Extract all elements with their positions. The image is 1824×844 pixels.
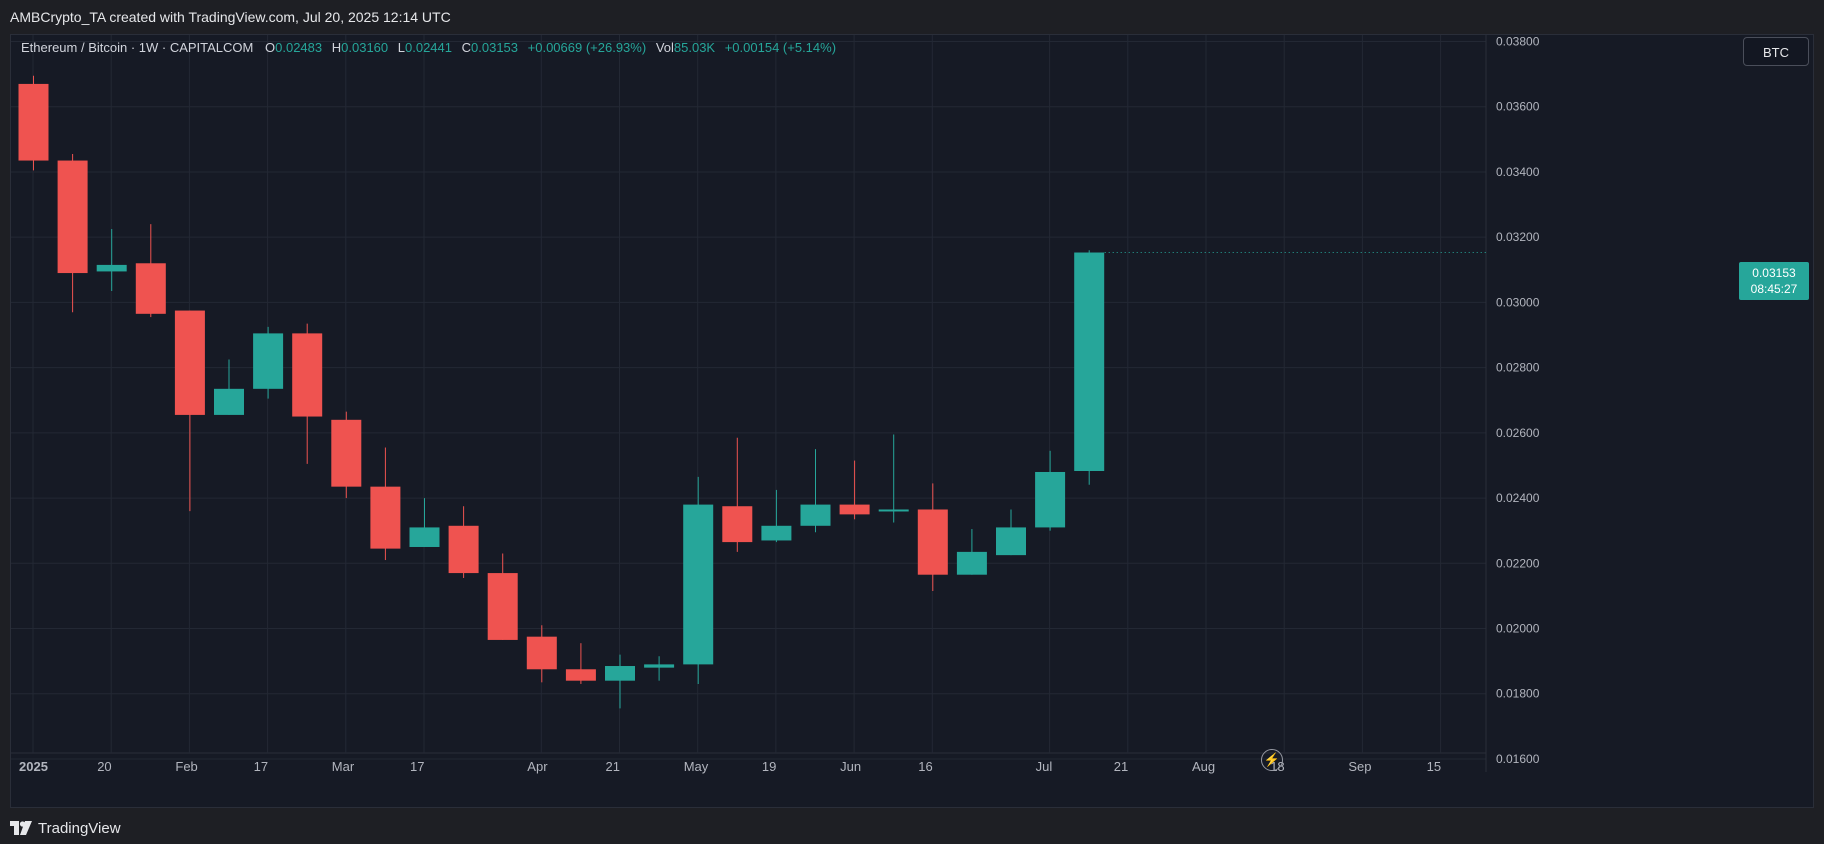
- volume-change-value: +0.00154 (+5.14%): [724, 40, 837, 55]
- brand-name: TradingView: [38, 819, 121, 837]
- candle-up: [1074, 252, 1105, 472]
- lightning-icon[interactable]: ⚡: [1261, 749, 1283, 771]
- candle-up: [800, 504, 831, 526]
- close-value: 0.03153: [471, 40, 519, 55]
- low-value: 0.02441: [405, 40, 452, 55]
- candle-down: [722, 506, 753, 543]
- candle-up: [409, 527, 440, 547]
- candle-down: [526, 636, 557, 670]
- candle-up: [878, 509, 909, 512]
- y-tick-label: 0.02200: [1496, 556, 1540, 570]
- candle-down: [565, 669, 596, 681]
- y-tick-label: 0.02400: [1496, 491, 1540, 505]
- currency-button[interactable]: BTC: [1743, 37, 1809, 66]
- x-tick-label: 17: [410, 759, 424, 774]
- y-tick-label: 0.03800: [1496, 35, 1540, 49]
- open-label: O: [265, 40, 276, 55]
- candle-up: [1035, 471, 1066, 528]
- x-tick-label: 16: [918, 759, 932, 774]
- candlestick-chart[interactable]: 0.01600 0.01800 0.02000 0.02200 0.02400 0.026…: [11, 35, 1813, 807]
- candle-up: [644, 664, 675, 668]
- candle-down: [917, 509, 948, 575]
- change-value: +0.00669 (+26.93%): [527, 40, 647, 55]
- x-tick-label: 20: [97, 759, 111, 774]
- y-tick-label: 0.03400: [1496, 165, 1540, 179]
- volume-value: 85.03K: [673, 40, 716, 55]
- x-tick-label: Apr: [527, 759, 548, 774]
- candle-down: [487, 573, 518, 640]
- candle-up: [605, 666, 635, 681]
- x-tick-label: Mar: [332, 759, 355, 774]
- volume-label: Vol: [655, 40, 674, 55]
- symbol-label[interactable]: Ethereum / Bitcoin · 1W · CAPITALCOM: [21, 40, 254, 55]
- x-tick-label: 17: [254, 759, 268, 774]
- candle-up: [956, 551, 987, 575]
- candle-up: [996, 527, 1026, 556]
- last-price-tag: 0.03153 08:45:27: [1739, 262, 1809, 300]
- chart-caption: AMBCrypto_TA created with TradingView.co…: [10, 9, 451, 25]
- x-tick-label: 2025: [19, 759, 48, 774]
- candle-down: [57, 160, 88, 274]
- high-value: 0.03160: [341, 40, 389, 55]
- candle-up: [96, 264, 127, 272]
- x-tick-label: 21: [606, 759, 620, 774]
- candle-down: [292, 333, 323, 417]
- x-tick-label: May: [684, 759, 709, 774]
- candle-up: [214, 388, 244, 415]
- candle-down: [18, 83, 49, 161]
- x-tick-label: 15: [1427, 759, 1441, 774]
- x-tick-label: Jun: [840, 759, 861, 774]
- candle-up: [683, 504, 714, 665]
- y-tick-label: 0.02000: [1496, 622, 1540, 636]
- close-label: C: [461, 40, 472, 55]
- high-label: H: [331, 40, 342, 55]
- low-label: L: [397, 40, 405, 55]
- candle-down: [135, 263, 166, 314]
- x-tick-label: Sep: [1348, 759, 1371, 774]
- top-bar: AMBCrypto_TA created with TradingView.co…: [0, 0, 1824, 34]
- tradingview-logo-icon: [10, 821, 32, 835]
- candle-down: [174, 310, 205, 415]
- candle-down: [370, 486, 401, 549]
- candle-up: [761, 525, 792, 541]
- x-tick-label: Feb: [175, 759, 197, 774]
- y-tick-label: 0.03600: [1496, 100, 1540, 114]
- candle-down: [331, 419, 362, 487]
- bar-countdown: 08:45:27: [1750, 282, 1798, 296]
- footer: TradingView: [10, 816, 121, 840]
- y-tick-label: 0.01600: [1496, 752, 1540, 766]
- candle-down: [839, 504, 870, 515]
- ohlc-legend: Ethereum / Bitcoin · 1W · CAPITALCOM O0.…: [21, 40, 842, 55]
- x-tick-label: Aug: [1192, 759, 1215, 774]
- candle-up: [253, 333, 284, 389]
- y-tick-label: 0.03000: [1496, 295, 1540, 309]
- open-value: 0.02483: [275, 40, 323, 55]
- x-tick-label: 19: [762, 759, 776, 774]
- candle-down: [448, 525, 479, 574]
- x-tick-label: 21: [1114, 759, 1128, 774]
- chart-area[interactable]: 0.01600 0.01800 0.02000 0.02200 0.02400 0.026…: [10, 34, 1814, 808]
- last-price-value: 0.03153: [1752, 266, 1796, 280]
- y-tick-label: 0.01800: [1496, 687, 1540, 701]
- y-tick-label: 0.02800: [1496, 361, 1540, 375]
- y-tick-label: 0.03200: [1496, 230, 1540, 244]
- x-tick-label: Jul: [1036, 759, 1053, 774]
- y-tick-label: 0.02600: [1496, 426, 1540, 440]
